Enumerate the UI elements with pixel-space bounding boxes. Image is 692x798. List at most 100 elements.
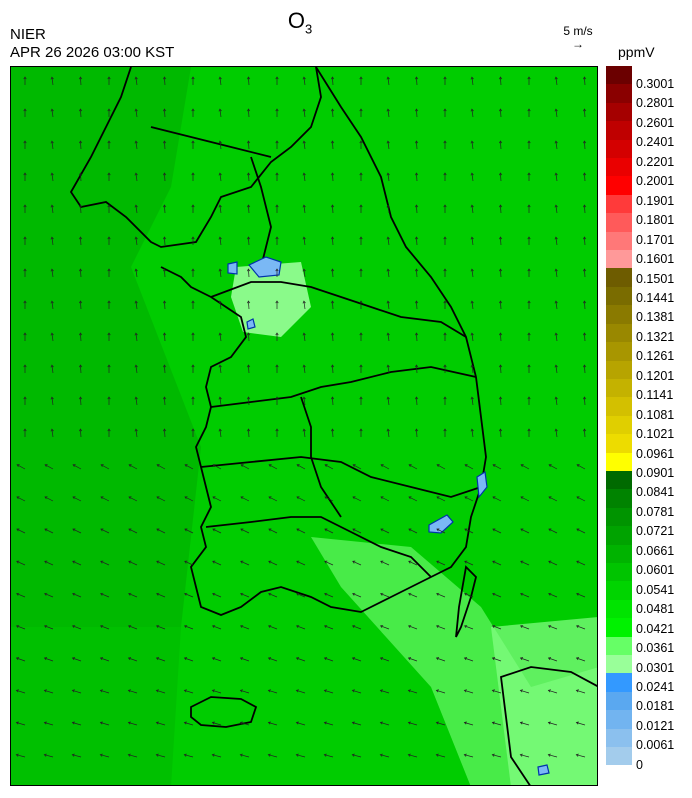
wind-arrow [436, 593, 446, 598]
wind-arrow [72, 496, 82, 502]
wind-arrow-head [351, 753, 355, 757]
wind-arrow-head [302, 396, 306, 400]
wind-arrow-head [268, 560, 272, 564]
wind-arrow-head [359, 364, 363, 368]
incheon-hotspot [227, 261, 238, 275]
wind-arrow-head [212, 528, 216, 532]
wind-arrow-head [414, 396, 419, 400]
wind-arrow [80, 364, 82, 374]
wind-arrow-head [296, 560, 300, 564]
wind-arrow [100, 528, 110, 534]
wind-arrow-head [107, 76, 111, 80]
wind-arrow [492, 754, 502, 758]
wind-arrow-head [78, 428, 83, 432]
wind-arrow [219, 237, 222, 246]
legend-label: 0 [636, 757, 643, 772]
wind-arrow-head [156, 496, 160, 500]
wind-arrow-head [71, 689, 75, 693]
legend-label: 0.0901 [636, 466, 675, 480]
wind-arrow-head [379, 689, 383, 693]
wind-arrow [80, 108, 82, 118]
wind-arrow-head [183, 657, 188, 661]
wind-arrow-head [492, 528, 496, 532]
wind-arrow [548, 722, 558, 726]
wind-arrow-head [380, 464, 384, 467]
wind-arrow-head [50, 396, 54, 400]
wind-arrow [520, 464, 530, 470]
legend-label: 0.0781 [636, 504, 675, 519]
ozone-map[interactable] [10, 66, 598, 786]
wind-arrow [156, 496, 166, 502]
wind-arrow-head [520, 592, 524, 596]
wind-arrow-head [547, 624, 552, 629]
wind-arrow [324, 689, 334, 694]
wind-arrow-head [275, 140, 279, 144]
wind-arrow-head [43, 721, 47, 725]
wind-arrow [576, 722, 586, 726]
wind-arrow-head [520, 496, 524, 500]
wind-arrow [303, 173, 306, 182]
wind-arrow-head [407, 624, 412, 629]
wind-arrow [156, 722, 166, 726]
wind-arrow [324, 593, 334, 598]
wind-arrow-head [275, 300, 279, 304]
wind-arrow-head [218, 268, 222, 272]
wind-arrow-head [436, 528, 440, 532]
wind-arrow-head [127, 657, 132, 661]
wind-arrow-head [527, 140, 531, 144]
legend-label: 0.0541 [636, 582, 675, 597]
wind-arrow-head [100, 560, 104, 564]
legend-swatch [606, 470, 632, 490]
wind-arrow-head [470, 204, 474, 208]
wind-scale: 5 m/s → [558, 24, 598, 50]
wind-arrow-head [352, 560, 356, 564]
legend-swatch [606, 691, 632, 711]
wind-arrow-head [134, 76, 138, 80]
wind-arrow [471, 429, 474, 438]
coastlines-provinces [69, 67, 597, 785]
wind-arrow [100, 657, 110, 662]
legend-swatch [606, 268, 632, 287]
wind-arrow-head [443, 428, 447, 432]
wind-arrow [352, 689, 362, 694]
wind-arrow [303, 429, 306, 438]
legend-swatch [606, 397, 632, 416]
wind-arrow-head [191, 332, 195, 336]
wind-arrow [156, 593, 166, 598]
wind-arrow-head [386, 76, 390, 80]
wind-arrow-head [246, 140, 251, 144]
wind-arrow-head [380, 560, 384, 564]
wind-arrow-head [498, 236, 503, 240]
wind-arrow [212, 593, 222, 598]
wind-arrow [296, 528, 306, 534]
wind-arrow-head [246, 300, 251, 304]
wind-arrow-head [463, 721, 467, 725]
capital-low-zone [231, 262, 311, 337]
wind-arrow [500, 364, 502, 374]
wind-arrow [164, 300, 166, 310]
wind-arrow-head [50, 300, 54, 304]
wind-arrow-head [50, 364, 54, 368]
wind-arrow-head [240, 560, 244, 564]
wind-arrow-head [351, 624, 356, 629]
wind-arrow-head [520, 560, 524, 564]
wind-arrow [240, 657, 250, 662]
wind-arrow-head [78, 268, 83, 272]
wind-arrow [548, 593, 558, 598]
wind-arrow-head [548, 560, 552, 564]
wind-arrow-head [527, 236, 531, 240]
wind-arrow-head [352, 496, 356, 500]
legend-label: 0.1441 [636, 290, 675, 305]
wind-arrow-head [443, 108, 447, 112]
wind-arrow [324, 464, 334, 470]
wind-arrow-head [386, 140, 390, 144]
wind-arrow [44, 625, 54, 630]
wind-arrow [416, 364, 418, 374]
wind-arrow-head [78, 300, 83, 304]
wind-arrow [303, 333, 306, 342]
legend-label: 0.1701 [636, 232, 675, 247]
wind-arrow-head [183, 624, 188, 629]
wind-arrow-head [302, 204, 306, 208]
wind-arrow-head [330, 108, 335, 112]
wind-arrow-head [302, 140, 306, 144]
